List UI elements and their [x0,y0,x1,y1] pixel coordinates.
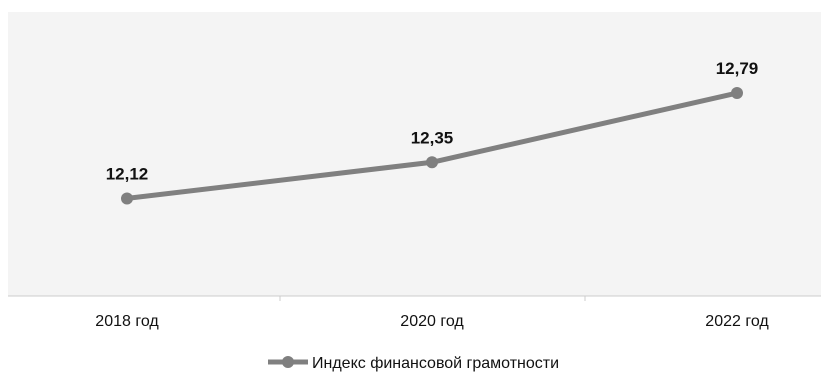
legend-marker-swatch [282,356,294,368]
data-label-0: 12,12 [106,164,149,183]
legend-label: Индекс финансовой грамотности [312,355,559,372]
legend: Индекс финансовой грамотности [268,355,559,372]
x-axis-tick-labels: 2018 год 2020 год 2022 год [95,313,769,330]
x-axis-ticks [279,296,586,301]
data-point-1 [426,156,438,169]
x-tick-label-1: 2020 год [400,313,464,330]
data-point-0 [121,192,133,205]
x-tick-label-2: 2022 год [705,313,769,330]
data-labels: 12,12 12,35 12,79 [106,59,759,183]
data-point-2 [731,87,743,100]
data-points [121,87,743,205]
plot-area [8,12,821,296]
data-label-1: 12,35 [411,128,454,147]
data-label-2: 12,79 [716,59,759,78]
x-tick-label-0: 2018 год [95,313,159,330]
